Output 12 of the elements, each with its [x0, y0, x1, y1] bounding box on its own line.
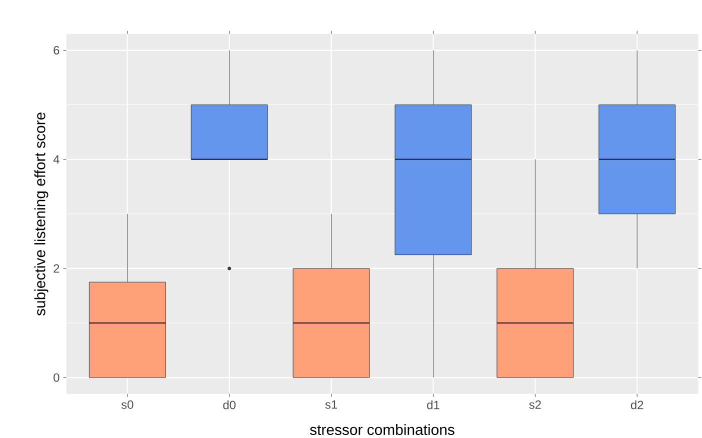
- y-axis-title: subjective listening effort score: [34, 112, 48, 316]
- x-tick-label: d2: [630, 400, 644, 410]
- y-tick-label: 2: [54, 264, 60, 272]
- y-tick-label: 0: [54, 373, 60, 382]
- y-tick-label: 4: [53, 155, 60, 164]
- x-tick-label: s1: [325, 400, 338, 409]
- y-tick-label: 6: [54, 46, 60, 54]
- x-axis-title: stressor combinations: [310, 424, 454, 435]
- x-tick-label: s2: [529, 400, 541, 409]
- x-tick-label: d0: [223, 400, 236, 410]
- x-tick-label: d1: [427, 400, 440, 410]
- x-tick-label: s0: [121, 400, 134, 409]
